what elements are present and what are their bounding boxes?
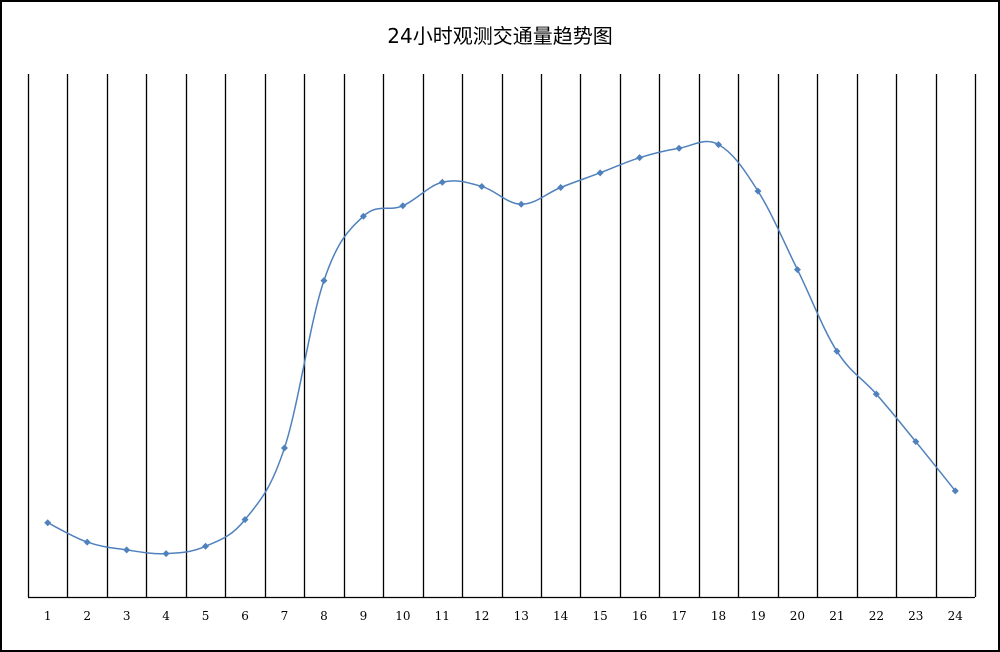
data-point-marker — [44, 519, 52, 527]
x-tick-label: 2 — [83, 609, 91, 623]
data-point-marker — [399, 202, 407, 210]
data-point-marker — [596, 169, 604, 177]
x-tick-label: 24 — [948, 609, 964, 623]
data-point-marker — [675, 144, 683, 152]
x-tick-label: 6 — [241, 609, 249, 623]
data-point-marker — [793, 266, 801, 274]
data-point-marker — [754, 187, 762, 195]
data-point-marker — [438, 178, 446, 186]
data-point-marker — [912, 438, 920, 446]
series-line — [47, 140, 956, 555]
gridlines — [27, 74, 977, 597]
data-point-marker — [478, 182, 486, 190]
data-point-marker — [280, 444, 288, 452]
x-tick-label: 4 — [162, 609, 170, 623]
series-group — [44, 140, 959, 558]
x-tick-label: 18 — [711, 609, 726, 623]
x-tick-label: 21 — [829, 609, 844, 623]
x-tick-label: 23 — [908, 609, 923, 623]
x-tick-label: 9 — [360, 609, 368, 623]
data-point-marker — [951, 487, 959, 495]
x-tick-label: 10 — [395, 609, 410, 623]
x-tick-label: 8 — [320, 609, 328, 623]
chart-title: 24小时观测交通量趋势图 — [387, 24, 613, 48]
data-point-marker — [833, 347, 841, 355]
x-tick-label: 16 — [632, 609, 647, 623]
x-tick-label: 20 — [790, 609, 805, 623]
x-tick-label: 7 — [281, 609, 289, 623]
data-point-marker — [872, 390, 880, 398]
x-tick-label: 14 — [553, 609, 569, 623]
data-point-marker — [636, 154, 644, 162]
data-point-marker — [83, 538, 91, 546]
x-tick-label: 11 — [435, 609, 450, 623]
x-tick-label: 5 — [202, 609, 210, 623]
data-point-marker — [359, 212, 367, 220]
x-tick-label: 13 — [514, 609, 529, 623]
data-point-marker — [202, 542, 210, 550]
data-point-marker — [517, 200, 525, 208]
x-tick-label: 22 — [869, 609, 884, 623]
data-point-marker — [320, 277, 328, 285]
data-point-marker — [123, 546, 131, 554]
x-tick-label: 12 — [474, 609, 489, 623]
data-point-marker — [162, 550, 170, 558]
x-tick-label: 1 — [44, 609, 52, 623]
data-point-marker — [241, 516, 249, 524]
x-tick-label: 3 — [123, 609, 131, 623]
x-tick-label: 19 — [750, 609, 765, 623]
x-tick-label: 15 — [593, 609, 608, 623]
x-tick-label: 17 — [671, 609, 686, 623]
data-point-marker — [715, 141, 723, 149]
data-point-marker — [557, 183, 565, 191]
x-tick-labels: 1 2 3 4 5 6 7 8 9 10 11 12 13 14 15 16 17 18 19 20 21 22 23 24 — [44, 609, 963, 623]
